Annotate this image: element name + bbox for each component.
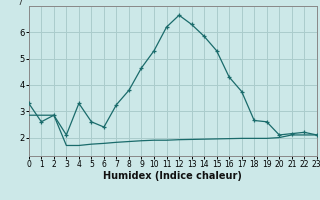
Text: 7: 7 (17, 0, 22, 7)
X-axis label: Humidex (Indice chaleur): Humidex (Indice chaleur) (103, 171, 242, 181)
